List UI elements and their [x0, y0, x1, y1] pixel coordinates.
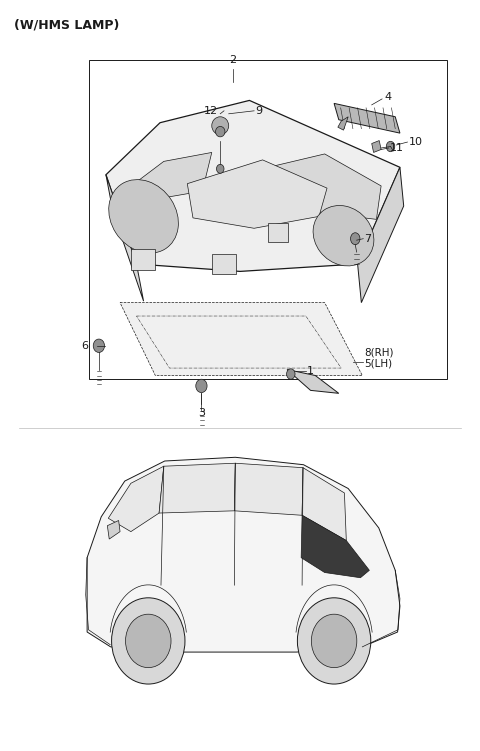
Text: 11: 11	[390, 143, 404, 153]
Text: 1: 1	[307, 366, 314, 376]
Bar	[212, 254, 236, 274]
Polygon shape	[372, 140, 381, 152]
Text: 5(LH): 5(LH)	[364, 358, 392, 368]
Ellipse shape	[109, 179, 179, 253]
Polygon shape	[302, 468, 346, 541]
Polygon shape	[338, 116, 348, 130]
Polygon shape	[106, 101, 400, 271]
Polygon shape	[287, 369, 339, 394]
Text: (W/HMS LAMP): (W/HMS LAMP)	[14, 19, 120, 32]
Ellipse shape	[111, 598, 185, 684]
Text: 6: 6	[81, 341, 88, 351]
Ellipse shape	[312, 614, 357, 668]
Polygon shape	[187, 160, 327, 228]
Text: 12: 12	[204, 106, 218, 116]
Text: 9: 9	[255, 106, 262, 116]
Ellipse shape	[298, 598, 371, 684]
Ellipse shape	[93, 339, 105, 352]
Ellipse shape	[313, 206, 374, 266]
Text: 7: 7	[364, 234, 372, 243]
Ellipse shape	[216, 126, 225, 137]
Bar	[131, 249, 156, 270]
Text: 8(RH): 8(RH)	[364, 348, 394, 357]
Ellipse shape	[287, 369, 295, 379]
Ellipse shape	[212, 116, 228, 134]
Polygon shape	[108, 520, 120, 539]
Ellipse shape	[216, 164, 224, 173]
Ellipse shape	[126, 614, 171, 668]
Ellipse shape	[386, 141, 395, 152]
Polygon shape	[334, 104, 400, 133]
Text: 3: 3	[198, 409, 205, 418]
Polygon shape	[121, 152, 212, 200]
Bar	[89, 59, 447, 379]
Text: 4: 4	[384, 92, 391, 102]
Polygon shape	[234, 463, 303, 515]
Polygon shape	[301, 515, 370, 578]
Polygon shape	[358, 167, 404, 303]
Polygon shape	[87, 457, 400, 652]
Polygon shape	[106, 175, 144, 301]
Ellipse shape	[350, 233, 360, 245]
Text: 2: 2	[229, 55, 237, 65]
Polygon shape	[108, 466, 164, 532]
Bar	[268, 223, 288, 242]
Ellipse shape	[196, 379, 207, 393]
Polygon shape	[159, 463, 235, 513]
Text: 10: 10	[408, 137, 422, 147]
Polygon shape	[120, 303, 362, 376]
Polygon shape	[261, 154, 381, 219]
